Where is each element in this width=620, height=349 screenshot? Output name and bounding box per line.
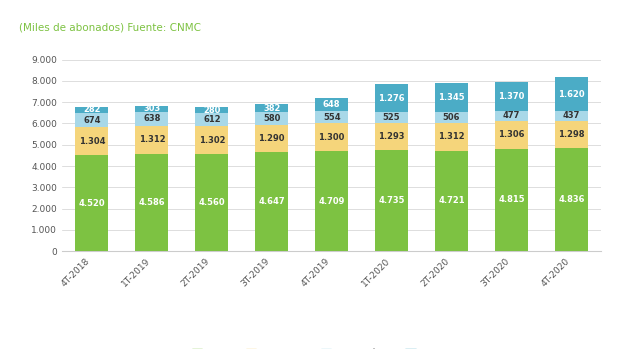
Bar xyxy=(135,105,169,112)
Legend: TV IP, TV Cable, TV Satélite, TV Online: TV IP, TV Cable, TV Satélite, TV Online xyxy=(188,345,476,349)
Text: 638: 638 xyxy=(143,114,161,123)
Bar xyxy=(255,104,288,112)
Bar xyxy=(435,112,468,123)
Text: 282: 282 xyxy=(83,105,100,114)
Text: 1.293: 1.293 xyxy=(378,132,405,141)
Text: 1.620: 1.620 xyxy=(558,89,585,98)
Text: 280: 280 xyxy=(203,106,221,115)
Text: 4.560: 4.560 xyxy=(198,198,225,207)
Bar xyxy=(495,82,528,111)
Text: 580: 580 xyxy=(263,114,280,123)
Text: 477: 477 xyxy=(503,111,520,120)
Bar xyxy=(435,123,468,151)
Text: 525: 525 xyxy=(383,113,401,122)
Bar xyxy=(76,107,108,113)
Bar xyxy=(135,126,169,154)
Text: 612: 612 xyxy=(203,116,221,124)
Text: 1.300: 1.300 xyxy=(319,133,345,142)
Bar xyxy=(255,152,288,251)
Text: 674: 674 xyxy=(83,116,100,125)
Text: 437: 437 xyxy=(563,111,580,120)
Bar xyxy=(435,151,468,251)
Text: 1.298: 1.298 xyxy=(558,130,585,139)
Text: 648: 648 xyxy=(323,100,340,109)
Text: (Miles de abonados) Fuente: CNMC: (Miles de abonados) Fuente: CNMC xyxy=(19,23,201,32)
Text: 1.290: 1.290 xyxy=(259,134,285,143)
Text: 1.276: 1.276 xyxy=(378,94,405,103)
Text: 4.735: 4.735 xyxy=(378,196,405,205)
Text: 4.836: 4.836 xyxy=(558,195,585,204)
Bar xyxy=(495,121,528,149)
Text: 4.647: 4.647 xyxy=(259,197,285,206)
Bar xyxy=(555,121,588,148)
Bar xyxy=(255,112,288,125)
Bar xyxy=(315,98,348,111)
Text: 4.815: 4.815 xyxy=(498,195,525,205)
Text: 1.312: 1.312 xyxy=(139,135,165,144)
Bar xyxy=(435,83,468,112)
Bar xyxy=(555,111,588,121)
Bar xyxy=(135,154,169,251)
Bar xyxy=(375,112,408,123)
Text: 382: 382 xyxy=(263,104,280,113)
Text: 303: 303 xyxy=(143,104,161,113)
Bar xyxy=(76,127,108,155)
Bar xyxy=(375,84,408,112)
Bar xyxy=(375,123,408,150)
Text: 554: 554 xyxy=(323,113,340,122)
Bar xyxy=(195,107,228,113)
Bar xyxy=(495,111,528,121)
Bar xyxy=(495,149,528,251)
Bar xyxy=(315,111,348,123)
Text: 1.345: 1.345 xyxy=(438,93,465,102)
Text: 4.721: 4.721 xyxy=(438,196,465,206)
Text: 1.370: 1.370 xyxy=(498,91,525,101)
Text: 506: 506 xyxy=(443,113,460,122)
Bar xyxy=(555,148,588,251)
Text: 1.302: 1.302 xyxy=(198,136,225,145)
Text: 1.306: 1.306 xyxy=(498,130,525,139)
Bar xyxy=(76,113,108,127)
Text: 1.304: 1.304 xyxy=(79,136,105,146)
Bar xyxy=(315,151,348,251)
Bar xyxy=(555,77,588,111)
Bar xyxy=(76,155,108,251)
Bar xyxy=(135,112,169,126)
Bar xyxy=(375,150,408,251)
Bar xyxy=(195,113,228,126)
Bar xyxy=(315,123,348,151)
Text: 4.709: 4.709 xyxy=(319,196,345,206)
Bar xyxy=(195,126,228,154)
Text: 4.586: 4.586 xyxy=(139,198,165,207)
Bar xyxy=(195,154,228,251)
Bar xyxy=(255,125,288,152)
Text: 4.520: 4.520 xyxy=(79,199,105,208)
Text: 1.312: 1.312 xyxy=(438,132,465,141)
